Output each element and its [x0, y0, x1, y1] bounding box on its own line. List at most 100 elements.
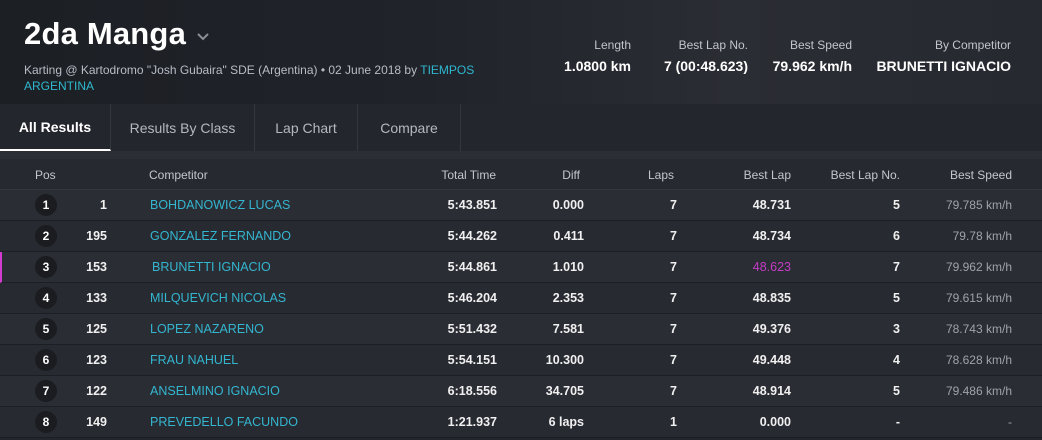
kart-number: 149 [86, 415, 107, 429]
table-row[interactable]: 3 153 BRUNETTI IGNACIO 5:44.861 1.010 7 48.623… [0, 252, 1042, 283]
best-lap-no-value: 5 [893, 198, 900, 212]
best-speed-value: - [1008, 415, 1012, 429]
tab-all-results[interactable]: All Results [0, 104, 111, 151]
competitor-link[interactable]: LOPEZ NAZARENO [150, 322, 264, 336]
stat-length: Length 1.0800 km [564, 38, 631, 74]
tab-divider [0, 151, 1042, 159]
best-lap-no-value: 4 [893, 353, 900, 367]
competitor-link[interactable]: BRUNETTI IGNACIO [152, 260, 271, 274]
position-badge: 7 [35, 380, 57, 402]
competitor-link[interactable]: BOHDANOWICZ LUCAS [150, 198, 291, 212]
best-speed-value: 79.615 km/h [945, 291, 1012, 305]
competitor-link[interactable]: GONZALEZ FERNANDO [150, 229, 291, 243]
stat-label: Best Lap No. [678, 38, 748, 52]
table-row[interactable]: 7 122 ANSELMINO IGNACIO 6:18.556 34.705 7 48.9… [0, 376, 1042, 407]
best-lap-no-value: 5 [893, 291, 900, 305]
total-time: 5:44.861 [447, 260, 497, 274]
col-laps[interactable]: Laps [647, 168, 674, 182]
diff-value: 1.010 [552, 260, 584, 274]
col-diff[interactable]: Diff [562, 168, 580, 182]
diff-value: 0.000 [552, 198, 584, 212]
best-lap-no-value: 5 [893, 384, 900, 398]
total-time: 5:43.851 [447, 198, 497, 212]
laps-value: 7 [670, 291, 677, 305]
total-time: 5:54.151 [447, 353, 497, 367]
stat-value: 79.962 km/h [772, 58, 852, 74]
stat-label: Length [594, 38, 631, 52]
laps-value: 7 [670, 198, 677, 212]
diff-value: 10.300 [545, 353, 584, 367]
table-row[interactable]: 4 133 MILQUEVICH NICOLAS 5:46.204 2.353 7 48.8… [0, 283, 1042, 314]
best-speed-value: 79.486 km/h [945, 384, 1012, 398]
tab-compare[interactable]: Compare [358, 104, 461, 151]
position-badge: 3 [35, 256, 57, 278]
laps-value: 7 [670, 260, 677, 274]
position-badge: 2 [35, 225, 57, 247]
best-speed-value: 79.785 km/h [945, 198, 1012, 212]
best-lap-value: 48.734 [752, 229, 791, 243]
stat-best-speed: Best Speed 79.962 km/h [773, 38, 852, 74]
table-row[interactable]: 5 125 LOPEZ NAZARENO 5:51.432 7.581 7 49.376 3 7… [0, 314, 1042, 345]
best-lap-value: 48.835 [752, 291, 791, 305]
col-best-speed[interactable]: Best Speed [949, 168, 1012, 182]
table-row[interactable]: 1 1 BOHDANOWICZ LUCAS 5:43.851 0.000 7 48.731 5… [0, 190, 1042, 221]
col-total-time[interactable]: Total Time [441, 168, 496, 182]
total-time: 5:51.432 [447, 322, 497, 336]
col-pos[interactable]: Pos [35, 168, 56, 182]
position-badge: 8 [35, 411, 57, 433]
position-badge: 6 [35, 349, 57, 371]
best-speed-value: 79.78 km/h [952, 229, 1012, 243]
total-time: 1:21.937 [447, 415, 497, 429]
col-competitor[interactable]: Competitor [149, 168, 208, 182]
total-time: 5:44.262 [447, 229, 497, 243]
best-lap-value: 48.731 [752, 198, 791, 212]
col-best-lap[interactable]: Best Lap [743, 168, 791, 182]
tab-results-by-class[interactable]: Results By Class [111, 104, 255, 151]
stat-by-competitor: By Competitor BRUNETTI IGNACIO [876, 38, 1011, 74]
results-tabs: All Results Results By Class Lap Chart C… [0, 104, 1042, 151]
stat-value: 1.0800 km [564, 58, 631, 74]
table-row[interactable]: 6 123 FRAU NAHUEL 5:54.151 10.300 7 49.448 4 78.… [0, 345, 1042, 376]
stat-label: By Competitor [934, 38, 1011, 52]
competitor-link[interactable]: MILQUEVICH NICOLAS [150, 291, 287, 305]
best-speed-value: 78.628 km/h [945, 353, 1012, 367]
best-lap-no-value: 6 [893, 229, 900, 243]
table-row[interactable]: 8 149 PREVEDELLO FACUNDO 1:21.937 6 laps 1 0.0… [0, 407, 1042, 438]
best-lap-no-value: 3 [893, 322, 900, 336]
best-speed-value: 79.962 km/h [945, 260, 1012, 274]
page-title: 2da Manga [24, 16, 187, 51]
diff-value: 7.581 [552, 322, 584, 336]
laps-value: 7 [670, 229, 677, 243]
col-best-lap-no[interactable]: Best Lap No. [830, 168, 900, 182]
event-subtitle: Karting @ Kartodromo "Josh Gubaira" SDE … [24, 62, 524, 94]
event-info: Karting @ Kartodromo "Josh Gubaira" SDE … [24, 63, 421, 77]
stat-value: 7 (00:48.623) [663, 58, 748, 74]
table-header: Pos Competitor Total Time Diff Laps Best… [0, 159, 1042, 190]
best-lap-value: 48.914 [752, 384, 791, 398]
total-time: 6:18.556 [447, 384, 497, 398]
position-badge: 5 [35, 318, 57, 340]
organizer-link[interactable]: TIEMPOS ARGENTINA [24, 63, 475, 93]
kart-number: 133 [86, 291, 107, 305]
best-lap-value: 0.000 [759, 415, 791, 429]
table-row[interactable]: 2 195 GONZALEZ FERNANDO 5:44.262 0.411 7 48.73… [0, 221, 1042, 252]
best-lap-value: 49.448 [752, 353, 791, 367]
laps-value: 7 [670, 353, 677, 367]
chevron-down-icon[interactable] [196, 32, 210, 42]
stat-value: BRUNETTI IGNACIO [876, 58, 1011, 74]
tab-lap-chart[interactable]: Lap Chart [255, 104, 358, 151]
competitor-link[interactable]: PREVEDELLO FACUNDO [150, 415, 298, 429]
table-body: 1 1 BOHDANOWICZ LUCAS 5:43.851 0.000 7 48.731 5… [0, 190, 1042, 438]
title-row: 2da Manga [24, 16, 210, 52]
best-lap-value: 48.623 [752, 260, 791, 274]
stat-best-lap-no: Best Lap No. 7 (00:48.623) [664, 38, 748, 74]
position-badge: 4 [35, 287, 57, 309]
competitor-link[interactable]: ANSELMINO IGNACIO [150, 384, 280, 398]
competitor-link[interactable]: FRAU NAHUEL [150, 353, 239, 367]
kart-number: 1 [100, 198, 107, 212]
kart-number: 153 [86, 260, 107, 274]
laps-value: 1 [670, 415, 677, 429]
best-lap-value: 49.376 [752, 322, 791, 336]
results-table: Pos Competitor Total Time Diff Laps Best… [0, 159, 1042, 438]
best-speed-value: 78.743 km/h [945, 322, 1012, 336]
